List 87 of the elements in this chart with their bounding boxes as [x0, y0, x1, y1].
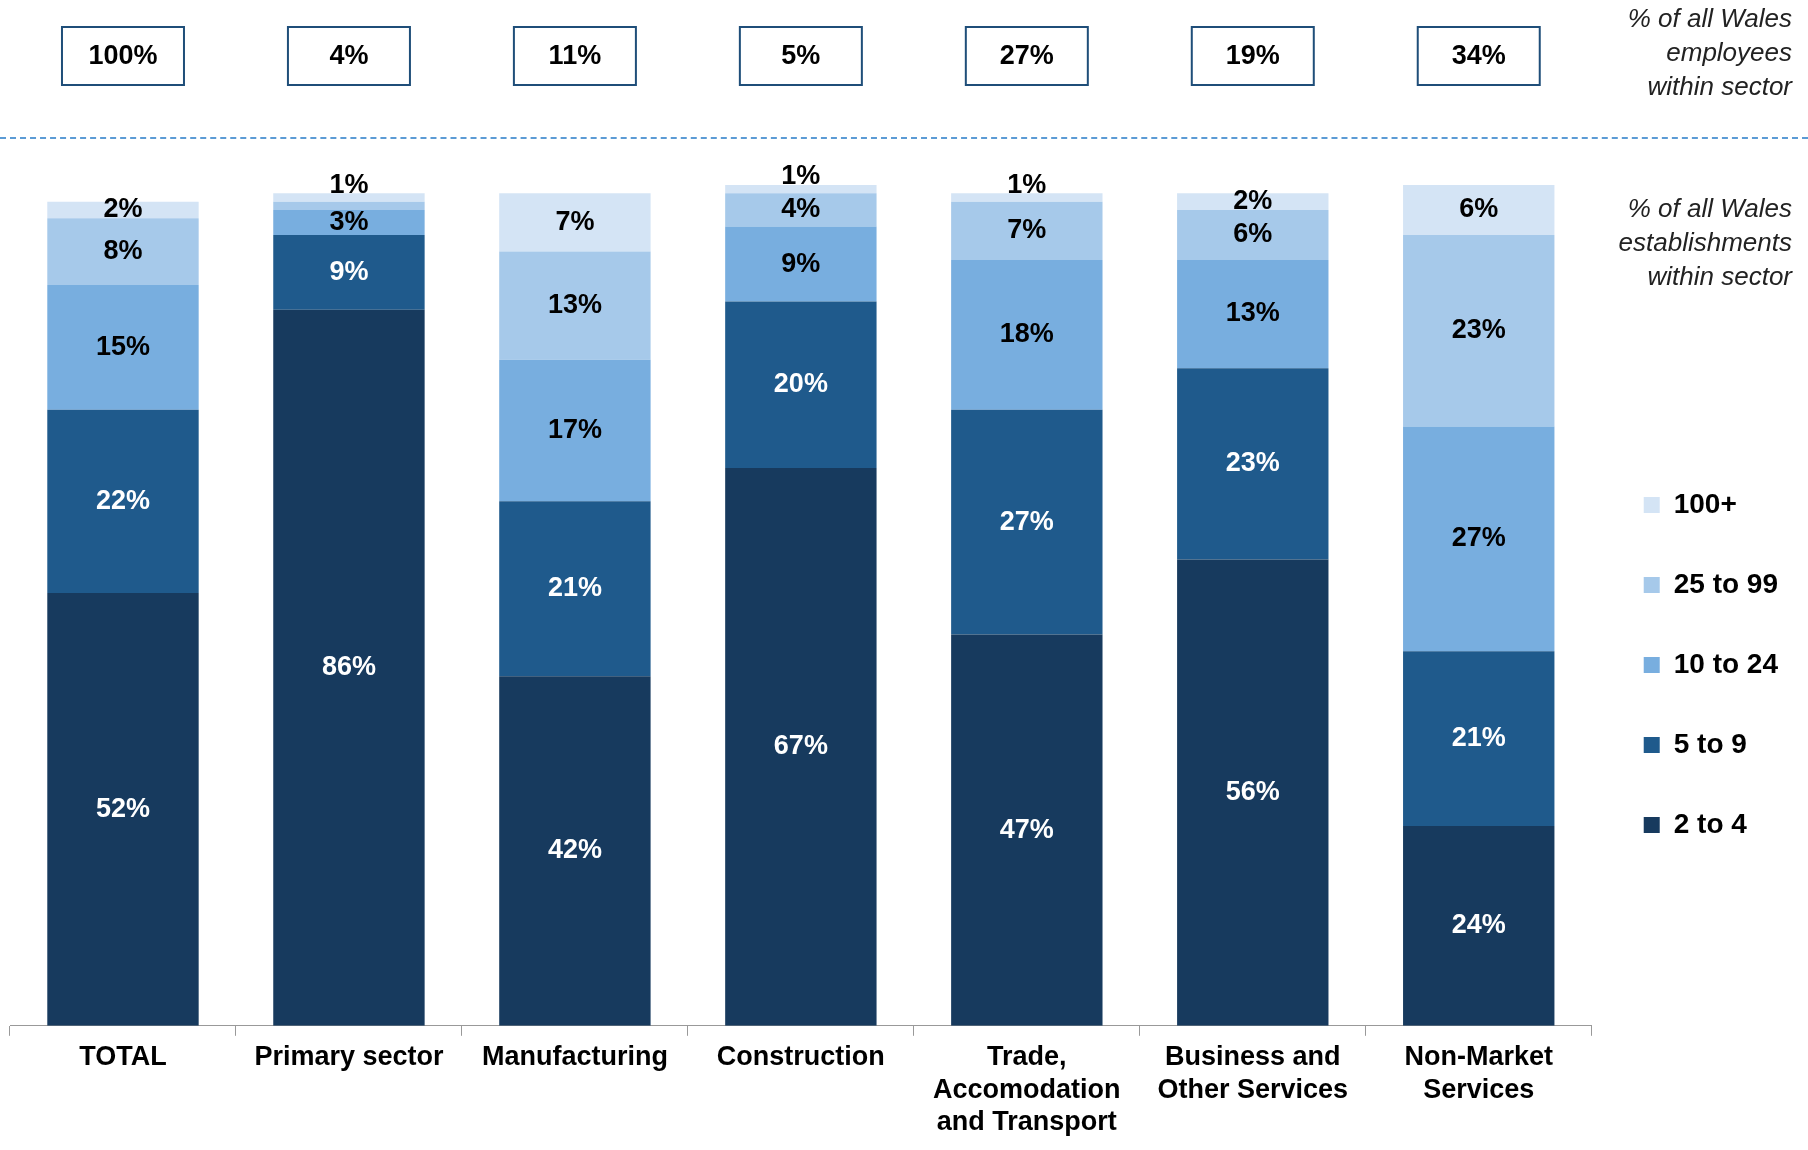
bar: [1403, 426, 1555, 652]
legend-label: 25 to 99: [1673, 567, 1779, 599]
data-label: 1%: [1007, 168, 1047, 199]
bar: [273, 193, 425, 202]
bar: [725, 226, 877, 302]
data-label: 42%: [547, 834, 602, 865]
x-tick-label: Business and Other Services: [1157, 1041, 1349, 1104]
data-label: 6%: [1233, 218, 1273, 249]
bar: [47, 409, 199, 593]
data-label: 23%: [1451, 314, 1506, 345]
data-label: 13%: [1225, 297, 1280, 328]
x-tick-label: Manufacturing: [481, 1041, 668, 1072]
bar: [499, 501, 651, 677]
text: 27%: [999, 40, 1054, 71]
data-label: 27%: [1451, 522, 1506, 553]
bar: [1177, 559, 1329, 1026]
bar: [951, 193, 1103, 202]
bar: [499, 359, 651, 502]
data-label: 7%: [1007, 214, 1047, 245]
text: 34%: [1451, 40, 1506, 71]
text: 19%: [1225, 40, 1280, 71]
bar: [499, 676, 651, 1026]
bar: [273, 309, 425, 1026]
data-label: 1%: [781, 160, 821, 191]
data-label: 21%: [547, 572, 602, 603]
x-tick-label: TOTAL: [79, 1041, 167, 1072]
data-label: 67%: [773, 730, 828, 761]
x-tick-label: Trade, Accomodation and Transport: [933, 1041, 1121, 1137]
text: % of all Wales employees within sector: [1627, 3, 1794, 102]
bar: [47, 218, 199, 285]
bar: [1177, 368, 1329, 560]
legend-label: 100+: [1673, 487, 1737, 519]
data-label: 24%: [1451, 909, 1506, 940]
data-label: 15%: [95, 330, 150, 361]
bar: [1403, 826, 1555, 1026]
bar: [725, 301, 877, 469]
data-label: 7%: [555, 205, 595, 236]
bar: [1177, 209, 1329, 260]
data-label: 56%: [1225, 776, 1280, 807]
bar: [1177, 259, 1329, 369]
text: % of all Wales establishments within sector: [1618, 193, 1794, 292]
bar: [725, 185, 877, 194]
bar: [47, 592, 199, 1026]
bar: [273, 201, 425, 210]
text: 100%: [88, 40, 158, 71]
bar: [1403, 234, 1555, 427]
bar: [951, 634, 1103, 1026]
data-label: 4%: [781, 193, 821, 224]
data-label: 20%: [773, 368, 828, 399]
legend-label: 2 to 4: [1673, 807, 1748, 839]
data-label: 1%: [329, 168, 369, 199]
data-label: 47%: [999, 813, 1054, 844]
data-label: 21%: [1451, 722, 1506, 753]
bar: [725, 468, 877, 1026]
data-label: 9%: [781, 247, 821, 278]
data-label: 6%: [1459, 193, 1499, 224]
data-label: 27%: [999, 505, 1054, 536]
data-label: 18%: [999, 318, 1054, 349]
bar: [499, 193, 651, 252]
data-label: 8%: [103, 235, 143, 266]
x-tick-label: Non-Market Services: [1404, 1041, 1554, 1104]
data-label: 2%: [103, 193, 143, 224]
data-label: 2%: [1233, 185, 1273, 216]
data-label: 17%: [547, 414, 602, 445]
data-label: 86%: [321, 651, 376, 682]
legend-label: 5 to 9: [1673, 727, 1747, 759]
data-label: 13%: [547, 289, 602, 320]
bar: [951, 259, 1103, 410]
data-label: 52%: [95, 792, 150, 823]
bar: [725, 193, 877, 227]
text: 4%: [329, 40, 369, 71]
legend-label: 10 to 24: [1673, 647, 1779, 679]
data-label: 9%: [329, 255, 369, 286]
bar: [1403, 651, 1555, 827]
bar: [47, 284, 199, 410]
text: 5%: [781, 40, 821, 71]
bar: [951, 409, 1103, 635]
data-label: 23%: [1225, 447, 1280, 478]
data-label: 22%: [95, 484, 150, 515]
bar: [951, 201, 1103, 260]
text: 11%: [548, 40, 602, 71]
data-label: 3%: [329, 205, 369, 236]
x-tick-label: Primary sector: [254, 1041, 444, 1072]
bar: [1403, 185, 1555, 235]
bar: [273, 234, 425, 310]
bar: [499, 251, 651, 360]
x-tick-label: Construction: [716, 1041, 885, 1072]
